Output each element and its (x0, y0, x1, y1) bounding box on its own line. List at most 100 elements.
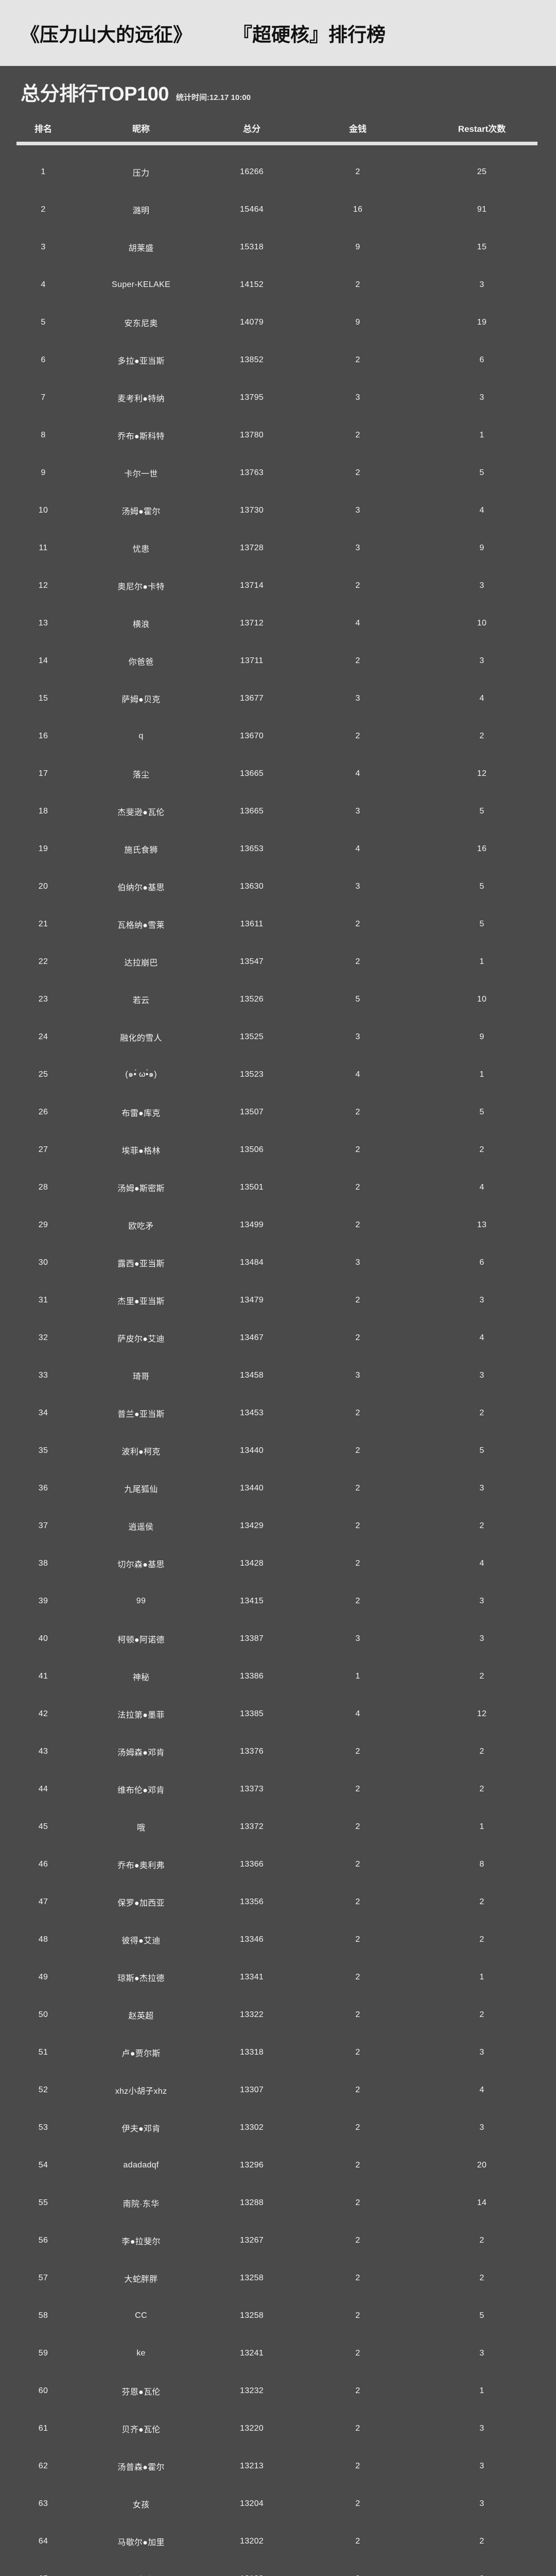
table-row: 36 九尾狐仙 13440 2 3 (0, 1469, 556, 1507)
cell-rank: 13 (38, 618, 48, 628)
cell-nickname: 99 (136, 1596, 146, 1605)
cell-money: 2 (355, 2010, 360, 2019)
table-head: 排名 昵称 总分 金钱 Restart次数 (0, 117, 556, 145)
header-rule-row (0, 142, 556, 145)
cell-money: 2 (355, 2536, 360, 2546)
cell-rank: 11 (39, 543, 48, 552)
table-row: 64 马歇尔●加里 13202 2 2 (0, 2522, 556, 2560)
cell-score: 13318 (240, 2047, 264, 2057)
cell-rank: 14 (38, 656, 48, 665)
table-row: 21 瓦格纳●雪莱 13611 2 5 (0, 905, 556, 943)
cell-restart: 25 (477, 167, 487, 176)
cell-nickname: 神秘 (132, 1673, 150, 1682)
cell-rank: 28 (38, 1182, 48, 1192)
table-row: 17 落尘 13665 4 12 (0, 755, 556, 792)
table-row: 18 杰斐逊●瓦伦 13665 3 5 (0, 792, 556, 830)
cell-nickname: 露西●亚当斯 (117, 1259, 165, 1268)
cell-rank: 56 (38, 2235, 48, 2245)
cell-money: 3 (355, 393, 360, 402)
cell-score: 13507 (240, 1107, 264, 1116)
cell-score: 15318 (240, 242, 264, 251)
table-row: 25 (๑•́ ω•̀๑) 13523 4 1 (0, 1056, 556, 1093)
cell-restart: 5 (479, 806, 484, 816)
cell-nickname: 你爸爸 (128, 657, 154, 667)
cell-nickname: 布雷●库克 (121, 1109, 161, 1118)
table-row: 65逐客令1319822 (0, 2560, 556, 2576)
cell-money: 2 (355, 1972, 360, 1981)
cell-score: 13467 (240, 1333, 264, 1342)
header-rule-cell (0, 142, 556, 145)
cell-restart: 10 (477, 994, 487, 1004)
cell-rank: 31 (38, 1295, 48, 1304)
cell-restart: 5 (479, 1107, 484, 1116)
cell-money: 3 (355, 1258, 360, 1267)
cell-restart: 2 (479, 2235, 484, 2245)
cell-nickname: 女孩 (132, 2500, 150, 2510)
cell-score: 13356 (240, 1897, 264, 1906)
cell-restart: 5 (479, 882, 484, 891)
cell-nickname: 汤姆●斯密斯 (117, 1184, 165, 1193)
cell-rank: 12 (38, 581, 48, 590)
cell-rank: 16 (38, 731, 48, 740)
table-row: 34 普兰●亚当斯 13453 2 2 (0, 1394, 556, 1432)
cell-money: 2 (355, 1859, 360, 1869)
cell-score: 13258 (240, 2311, 264, 2320)
table-row: 15 萨姆●贝克 13677 3 4 (0, 680, 556, 717)
cell-restart: 8 (479, 1859, 484, 1869)
cell-nickname: 汤姆森●邓肯 (117, 1748, 165, 1757)
cell-money: 4 (355, 844, 360, 853)
cell-score: 13220 (240, 2424, 264, 2433)
cell-restart: 5 (479, 1446, 484, 1455)
cell-restart: 3 (479, 1483, 484, 1493)
cell-nickname: 琼斯●杰拉德 (117, 1974, 165, 1983)
cell-rank: 23 (38, 994, 48, 1004)
cell-nickname: 乔布●斯科特 (117, 432, 165, 441)
table-row: 52 xhz小胡子xhz 13307 2 4 (0, 2071, 556, 2109)
cell-restart: 6 (479, 355, 484, 364)
cell-restart: 4 (479, 1333, 484, 1342)
table-row: 50 赵英超 13322 2 2 (0, 1996, 556, 2033)
cell-nickname: 大蛇胖胖 (124, 2275, 158, 2284)
cell-restart: 4 (479, 693, 484, 703)
cell-score: 13440 (240, 1483, 264, 1493)
cell-nickname: 压力 (132, 168, 150, 178)
cell-money: 2 (355, 1408, 360, 1417)
cell-money: 5 (355, 994, 360, 1004)
cell-nickname: 维布伦●邓肯 (117, 1786, 165, 1795)
cell-nickname: 逐客令 (86, 2560, 196, 2576)
cell-nickname: q (138, 731, 144, 740)
cell-rank: 54 (38, 2160, 48, 2170)
table-row: 20 伯纳尔●基思 13630 3 5 (0, 868, 556, 905)
col-header-rank: 排名 (34, 124, 52, 134)
cell-score: 13763 (240, 468, 264, 477)
cell-restart: 5 (479, 468, 484, 477)
cell-nickname: 逍遥侯 (128, 1522, 154, 1532)
cell-score: 13341 (240, 1972, 264, 1981)
table-row: 41 神秘 13386 1 2 (0, 1657, 556, 1695)
cell-rank: 22 (38, 957, 48, 966)
table-row: 62 汤普森●霍尔 13213 2 3 (0, 2447, 556, 2485)
cell-money: 2 (355, 1295, 360, 1304)
cell-rank: 65 (0, 2560, 86, 2576)
table-row: 30 露西●亚当斯 13484 3 6 (0, 1244, 556, 1281)
cell-restart: 3 (479, 280, 484, 289)
cell-restart: 2 (408, 2560, 556, 2576)
cell-restart: 6 (479, 1258, 484, 1267)
cell-nickname: 李●拉斐尔 (121, 2237, 161, 2246)
cell-restart: 3 (479, 656, 484, 665)
cell-money: 2 (355, 1558, 360, 1568)
table-row: 31 杰里●亚当斯 13479 2 3 (0, 1281, 556, 1319)
cell-score: 13373 (240, 1784, 264, 1793)
cell-money: 2 (355, 1107, 360, 1116)
cell-restart: 3 (479, 1634, 484, 1643)
table-row: 3 胡莱盛 15318 9 15 (0, 228, 556, 266)
cell-rank: 49 (38, 1972, 48, 1981)
col-header-score: 总分 (243, 124, 260, 134)
cell-nickname: 汤姆●霍尔 (121, 507, 161, 516)
cell-restart: 4 (479, 505, 484, 515)
cell-nickname: 南院·东华 (123, 2199, 160, 2209)
cell-score: 13730 (240, 505, 264, 515)
cell-restart: 3 (479, 1295, 484, 1304)
cell-restart: 2 (479, 1145, 484, 1154)
cell-nickname: 波利●柯克 (121, 1447, 161, 1456)
